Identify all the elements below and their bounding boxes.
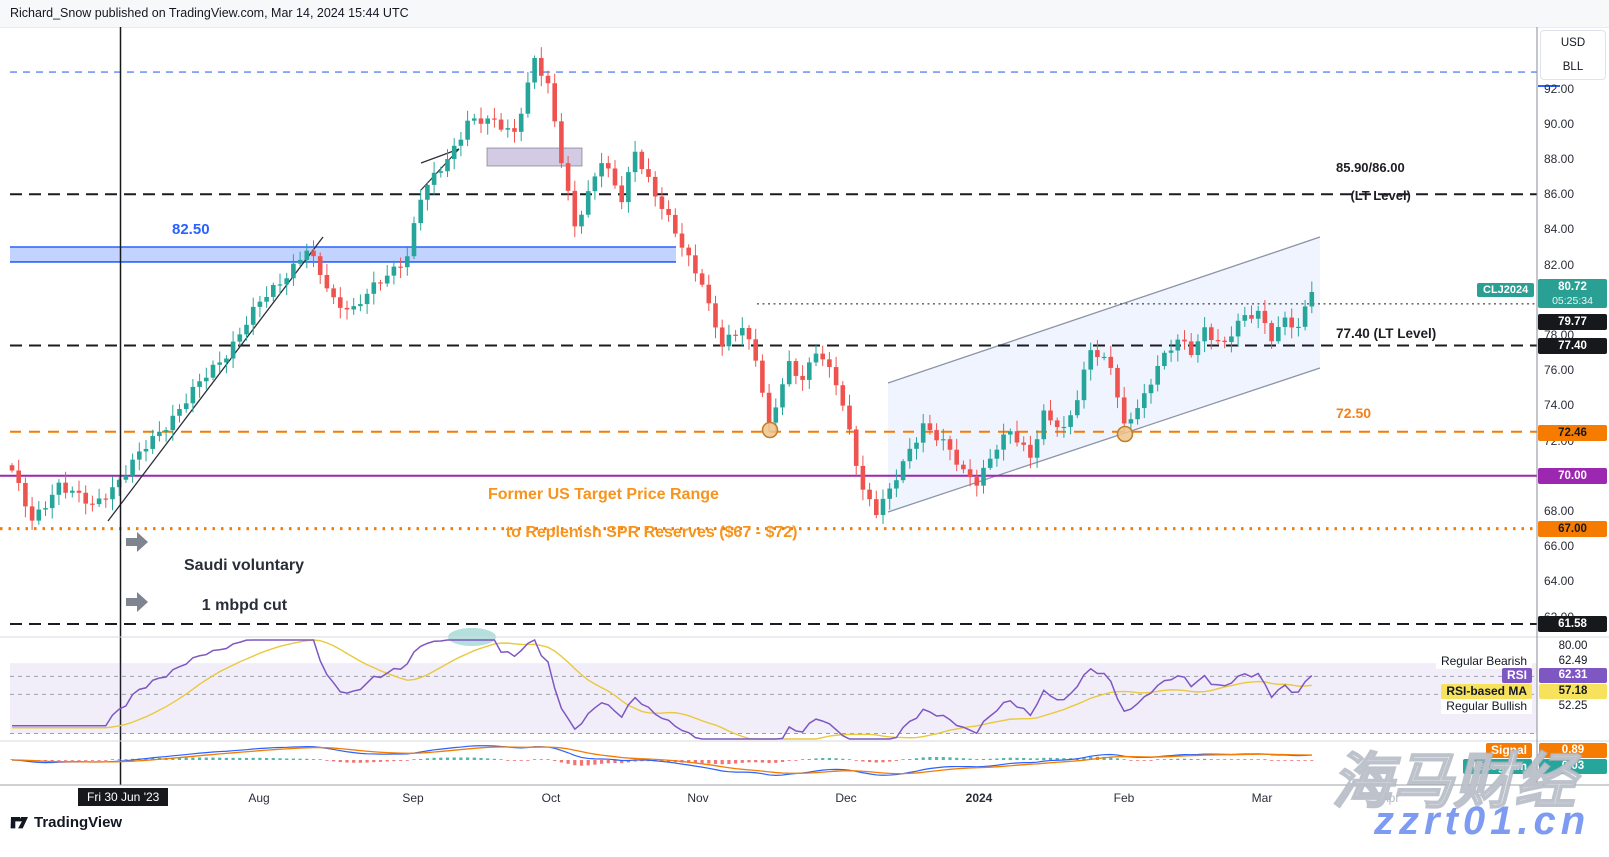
month-label: Feb xyxy=(1113,791,1135,805)
indicator-value: 62.31 xyxy=(1539,668,1607,683)
annotation-86-line2: (LT Level) xyxy=(1350,188,1411,203)
event-date-badge: Fri 30 Jun '23 xyxy=(78,788,169,806)
indicator-value: 80.00 xyxy=(1558,640,1588,652)
price-tick: 92.00 xyxy=(1544,81,1575,96)
annotation-lt-level-86: 85.90/86.00 (LT Level) xyxy=(1336,161,1411,203)
price-tick: 68.00 xyxy=(1544,504,1575,518)
ticker-badge: CLJ2024 xyxy=(1477,283,1535,297)
indicator-label: Regular Bullish xyxy=(1441,699,1532,714)
tradingview-brand-text: TradingView xyxy=(34,814,123,831)
tradingview-logo[interactable]: TradingView xyxy=(10,813,122,832)
tradingview-glyph-icon xyxy=(10,817,28,829)
price-tick: 66.00 xyxy=(1544,539,1575,554)
saudi-line2: 1 mbpd cut xyxy=(201,597,288,614)
spr-line2: to Replenish SPR Reserves ($67 - $72) xyxy=(505,524,798,541)
month-label: 2024 xyxy=(965,791,993,805)
month-label: Nov xyxy=(687,791,709,805)
price-badge: 77.40 xyxy=(1538,337,1607,354)
indicator-label: Regular Bearish xyxy=(1435,654,1532,669)
price-badge: 80.72 05:25:34 xyxy=(1538,279,1607,309)
month-label: Apr xyxy=(1380,791,1400,805)
header-strip xyxy=(0,0,1609,28)
symbol-units-box: USD BLL xyxy=(1540,30,1606,80)
month-label: Oct xyxy=(541,791,561,805)
month-label: Aug xyxy=(248,791,270,805)
annotation-72-50: 72.50 xyxy=(1336,405,1372,421)
price-badge: 67.00 xyxy=(1538,520,1607,537)
countdown-timer: 05:25:34 xyxy=(1552,295,1593,308)
annotation-86-line1: 85.90/86.00 xyxy=(1336,160,1405,175)
indicator-label: Signal xyxy=(1485,743,1532,758)
price-tick: 88.00 xyxy=(1544,152,1575,166)
saudi-line1: Saudi voluntary xyxy=(184,557,305,574)
price-tick: 74.00 xyxy=(1544,398,1575,413)
indicator-label: Histogram xyxy=(1462,759,1532,774)
month-label: Sep xyxy=(402,791,424,805)
price-tick: 90.00 xyxy=(1544,116,1575,131)
indicator-value: 0.03 xyxy=(1539,759,1607,774)
price-tick: 64.00 xyxy=(1544,574,1575,589)
annotation-spr-range: Former US Target Price Range to Replenis… xyxy=(488,485,797,542)
indicator-value: 52.25 xyxy=(1558,700,1588,712)
indicator-value: 62.49 xyxy=(1558,655,1588,667)
indicator-label: RSI xyxy=(1501,668,1532,683)
indicator-label: RSI-based MA xyxy=(1441,684,1532,699)
price-tick: 86.00 xyxy=(1544,187,1575,202)
unit-label: BLL xyxy=(1562,61,1584,73)
indicator-value: 57.18 xyxy=(1539,684,1607,699)
currency-label: USD xyxy=(1560,37,1586,49)
spr-line1: Former US Target Price Range xyxy=(488,486,719,503)
price-badge: 70.00 xyxy=(1538,467,1607,484)
price-badge: 61.58 xyxy=(1538,615,1607,632)
byline: Richard_Snow published on TradingView.co… xyxy=(10,6,409,20)
price-tick: 82.00 xyxy=(1544,257,1575,272)
indicator-value: 0.89 xyxy=(1539,743,1607,758)
footer-bar xyxy=(0,807,1609,857)
month-label: Mar xyxy=(1251,791,1273,805)
month-label: Dec xyxy=(835,791,857,805)
price-badge: 72.46 xyxy=(1538,424,1607,441)
chart-canvas[interactable] xyxy=(0,27,1537,635)
price-badge: 79.77 xyxy=(1538,313,1607,330)
annotation-saudi-cut: Saudi voluntary 1 mbpd cut xyxy=(184,556,304,616)
annotation-82-50: 82.50 xyxy=(172,221,210,238)
annotation-lt-level-7740: 77.40 (LT Level) xyxy=(1336,326,1437,341)
price-tick: 84.00 xyxy=(1544,222,1575,237)
price-tick: 76.00 xyxy=(1544,363,1575,378)
